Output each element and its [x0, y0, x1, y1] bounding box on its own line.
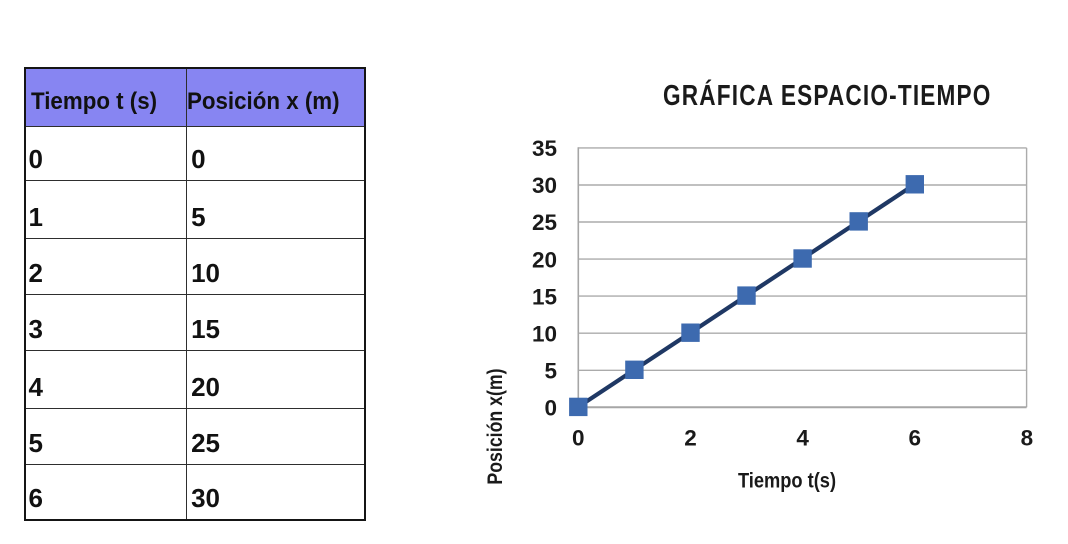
svg-text:35: 35	[532, 136, 557, 161]
svg-text:2: 2	[684, 425, 697, 450]
svg-text:0: 0	[572, 425, 585, 450]
svg-text:6: 6	[909, 425, 922, 450]
svg-text:20: 20	[532, 247, 557, 272]
svg-text:30: 30	[532, 173, 557, 198]
svg-text:15: 15	[532, 284, 557, 309]
svg-text:0: 0	[544, 396, 557, 421]
svg-text:25: 25	[532, 210, 557, 235]
svg-text:GRÁFICA ESPACIO-TIEMPO: GRÁFICA ESPACIO-TIEMPO	[663, 78, 992, 111]
svg-text:Tiempo t(s): Tiempo t(s)	[738, 469, 836, 492]
svg-text:5: 5	[544, 359, 557, 384]
svg-text:10: 10	[532, 321, 557, 346]
svg-text:8: 8	[1021, 425, 1034, 450]
svg-text:4: 4	[796, 425, 809, 450]
svg-text:Posición x(m): Posición x(m)	[483, 368, 507, 484]
